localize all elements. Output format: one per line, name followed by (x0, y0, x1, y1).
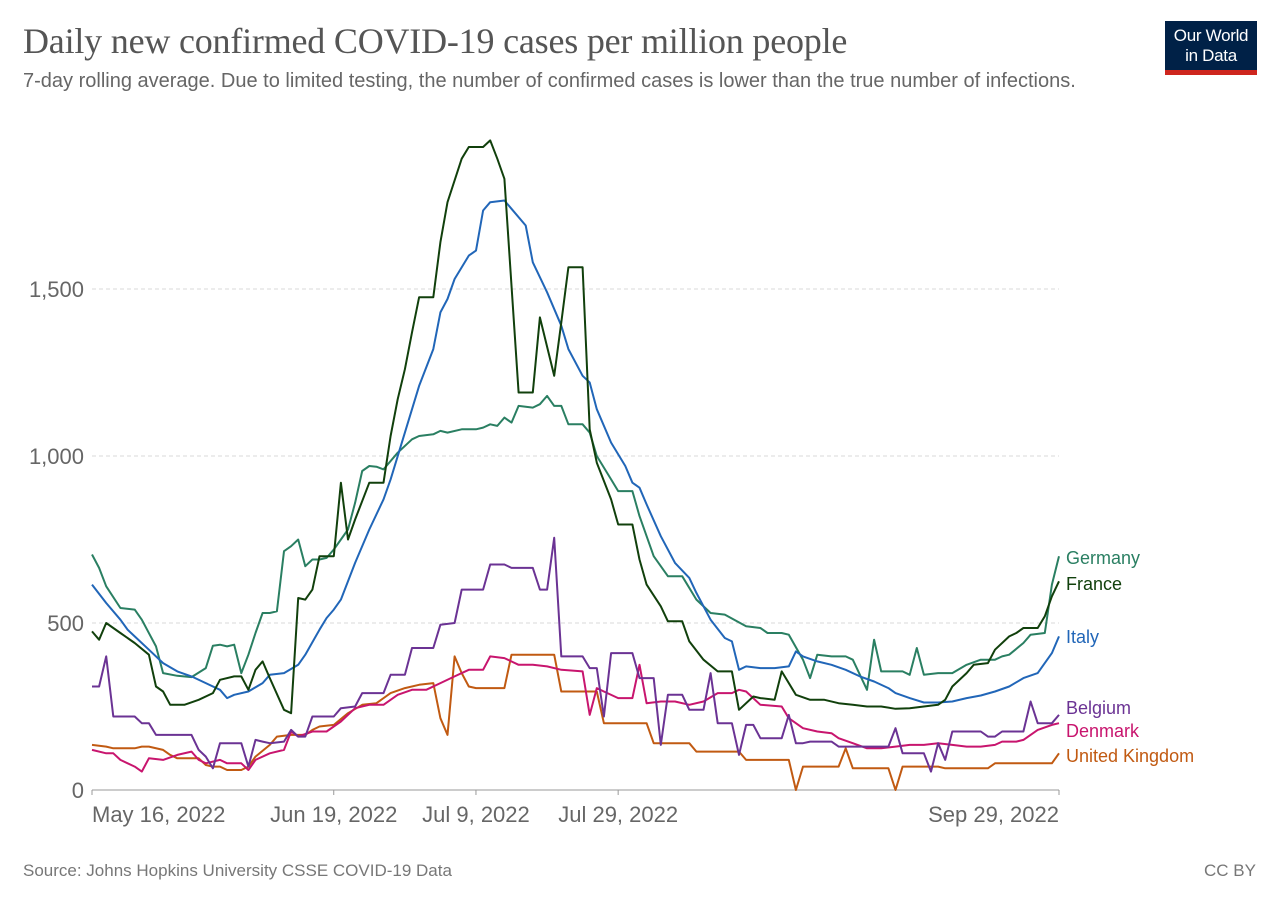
legend: Germany France Italy Belgium Denmark United K… (1066, 548, 1194, 766)
legend-label-france[interactable]: France (1066, 574, 1122, 594)
logo-line-2: in Data (1185, 46, 1237, 65)
x-tick-label: Sep 29, 2022 (928, 802, 1059, 827)
legend-label-italy[interactable]: Italy (1066, 627, 1099, 647)
x-tick-label: Jun 19, 2022 (270, 802, 397, 827)
y-tick-label: 1,000 (29, 444, 84, 469)
x-tick-label: Jul 9, 2022 (422, 802, 530, 827)
y-tick-label: 1,500 (29, 277, 84, 302)
legend-label-denmark[interactable]: Denmark (1066, 721, 1140, 741)
series-line-united-kingdom[interactable] (91, 653, 1060, 791)
owid-logo[interactable]: Our World in Data (1165, 21, 1257, 75)
y-axis-labels: 0 500 1,000 1,500 (29, 277, 84, 803)
chart-subtitle: 7-day rolling average. Due to limited te… (23, 70, 1076, 92)
x-tick-label: May 16, 2022 (92, 802, 225, 827)
series-line-belgium[interactable] (92, 536, 1060, 773)
chart-title: Daily new confirmed COVID-19 cases per m… (23, 21, 848, 61)
y-tick-label: 500 (47, 611, 84, 636)
series-lines (91, 139, 1060, 791)
legend-label-germany[interactable]: Germany (1066, 548, 1140, 568)
series-line-italy[interactable] (91, 199, 1060, 704)
x-axis-labels: May 16, 2022 Jun 19, 2022 Jul 9, 2022 Jul 2… (92, 802, 1059, 827)
legend-label-united-kingdom[interactable]: United Kingdom (1066, 746, 1194, 766)
series-line-germany[interactable] (91, 394, 1060, 691)
logo-line-1: Our World (1173, 26, 1249, 45)
legend-label-belgium[interactable]: Belgium (1066, 698, 1131, 718)
license-link[interactable]: CC BY (1204, 861, 1256, 880)
gridlines (92, 288, 1059, 624)
source-note: Source: Johns Hopkins University CSSE CO… (23, 861, 452, 880)
x-axis (91, 789, 1060, 795)
x-tick-label: Jul 29, 2022 (558, 802, 678, 827)
series-line-denmark[interactable] (91, 655, 1060, 773)
series-line-france[interactable] (91, 139, 1060, 715)
y-tick-label: 0 (72, 778, 84, 803)
